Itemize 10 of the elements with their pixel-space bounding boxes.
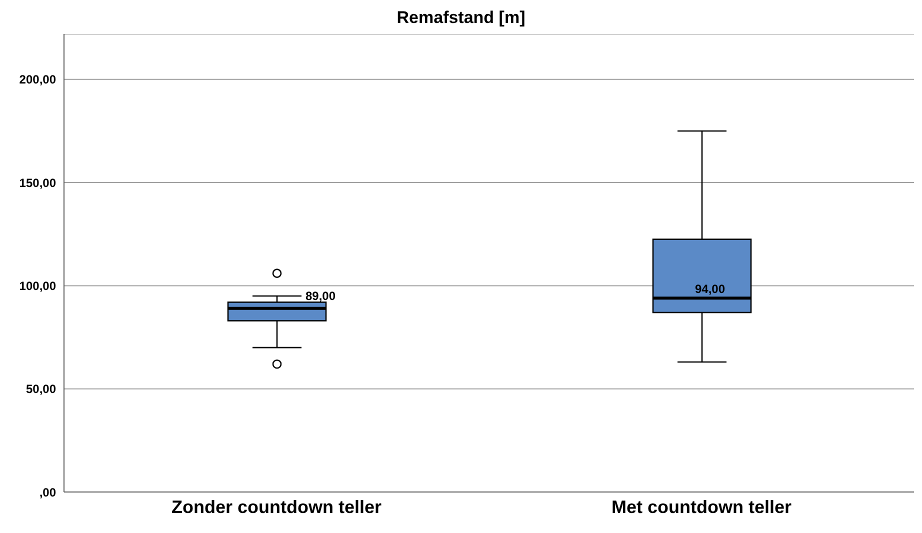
x-tick-label: Zonder countdown teller: [172, 496, 382, 517]
text: 89,00: [306, 289, 336, 304]
y-tick-label: ,00: [39, 485, 56, 500]
y-tick-label: 200,00: [19, 72, 56, 87]
text: 94,00: [694, 282, 726, 296]
x-tick-label: Met countdown teller: [612, 496, 792, 517]
y-tick-label: 150,00: [19, 176, 56, 190]
chart-title: Remafstand [m]: [396, 8, 526, 29]
y-tick-label: 50,00: [26, 382, 56, 396]
y-tick-label: 100,00: [19, 278, 56, 293]
